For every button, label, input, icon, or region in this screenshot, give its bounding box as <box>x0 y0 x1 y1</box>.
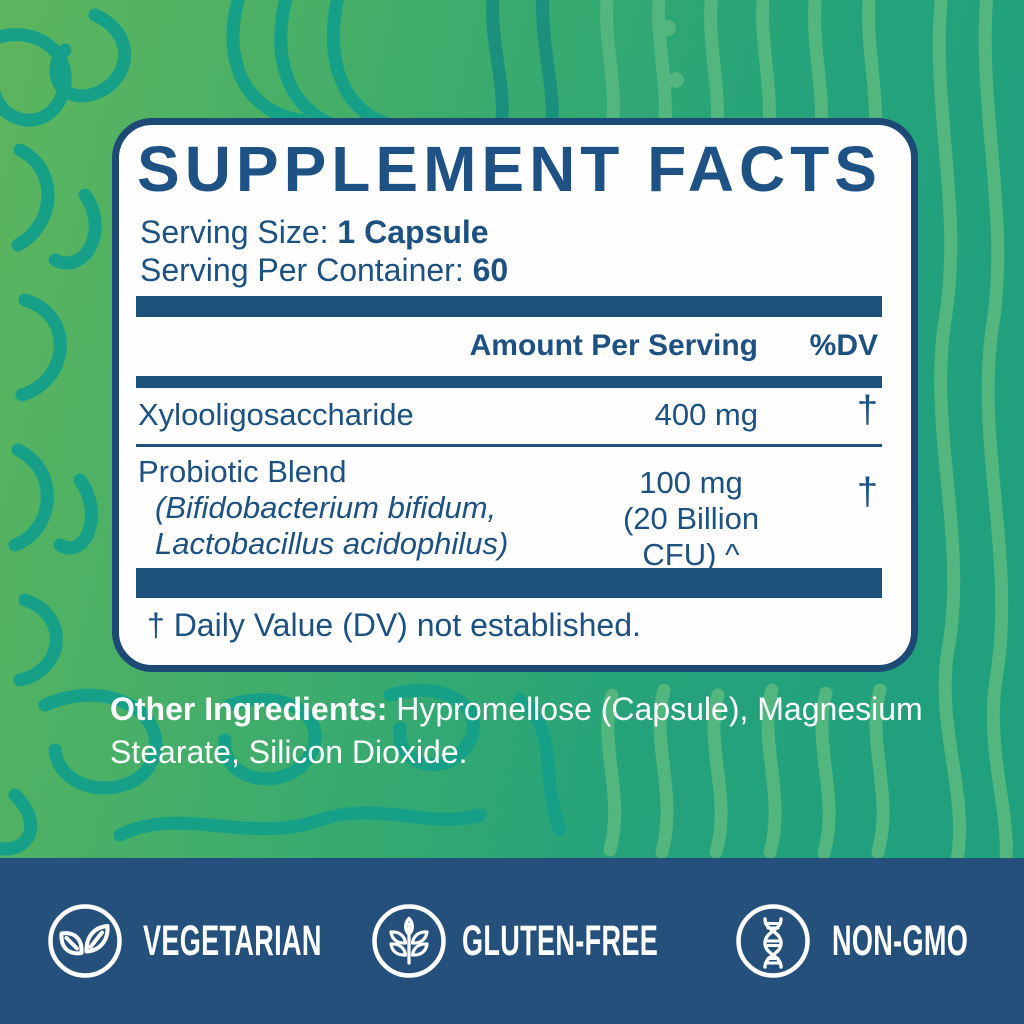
other-ingredients-text: Hypromellose (Capsule), Magnesium Steara… <box>110 691 923 770</box>
ingredient-name: Probiotic Blend (Bifidobacterium bifidum… <box>138 454 508 562</box>
panel-top-bar <box>136 296 882 317</box>
servings-per-container-line: Serving Per Container: 60 <box>140 252 508 288</box>
badge-bar: VEGETARIAN GLUTEN-FREE NON-GMO <box>0 858 1024 1024</box>
ingredient-amount-line: CFU) ^ <box>642 537 740 572</box>
ingredient-name-latin-line: Lactobacillus acidophilus) <box>155 526 509 561</box>
servings-per-container-label: Serving Per Container: <box>140 252 473 288</box>
ingredient-name-line: Probiotic Blend <box>138 454 347 489</box>
ingredient-amount-line: (20 Billion <box>622 501 760 536</box>
servings-per-container-value: 60 <box>472 252 509 288</box>
other-ingredients: Other Ingredients: Hypromellose (Capsule… <box>110 688 930 774</box>
row-divider-line <box>136 444 882 447</box>
panel-title: SUPPLEMENT FACTS <box>137 133 882 205</box>
dv-footnote: † Daily Value (DV) not established. <box>147 607 641 643</box>
dv-dagger: † <box>856 389 878 431</box>
leaf-icon <box>48 904 122 978</box>
column-header-dv: %DV <box>809 329 878 362</box>
ingredient-name: Xylooligosaccharide <box>138 397 414 432</box>
ingredient-amount-line: 100 mg <box>639 465 743 500</box>
ingredient-amount: 100 mg (20 Billion CFU) ^ <box>586 465 796 573</box>
badge-label-vegetarian: VEGETARIAN <box>143 916 322 965</box>
ingredient-name-latin-line: (Bifidobacterium bifidum, <box>155 490 497 525</box>
serving-size-value: 1 Capsule <box>337 214 489 250</box>
badge-label-gluten-free: GLUTEN-FREE <box>462 916 659 965</box>
dv-dagger: † <box>856 471 878 513</box>
header-divider-bar <box>136 376 882 388</box>
column-header-amount: Amount Per Serving <box>469 329 758 362</box>
serving-size-label: Serving Size: <box>140 214 338 250</box>
other-ingredients-label: Other Ingredients: <box>110 691 388 727</box>
badge-label-non-gmo: NON-GMO <box>832 916 969 965</box>
ingredient-amount: 400 mg <box>654 397 758 432</box>
dna-icon <box>736 904 810 978</box>
supplement-facts-panel: SUPPLEMENT FACTS Serving Size: 1 Capsule… <box>112 118 918 672</box>
serving-size-line: Serving Size: 1 Capsule <box>140 214 489 250</box>
wheat-icon <box>372 904 446 978</box>
panel-bottom-bar <box>136 568 882 598</box>
